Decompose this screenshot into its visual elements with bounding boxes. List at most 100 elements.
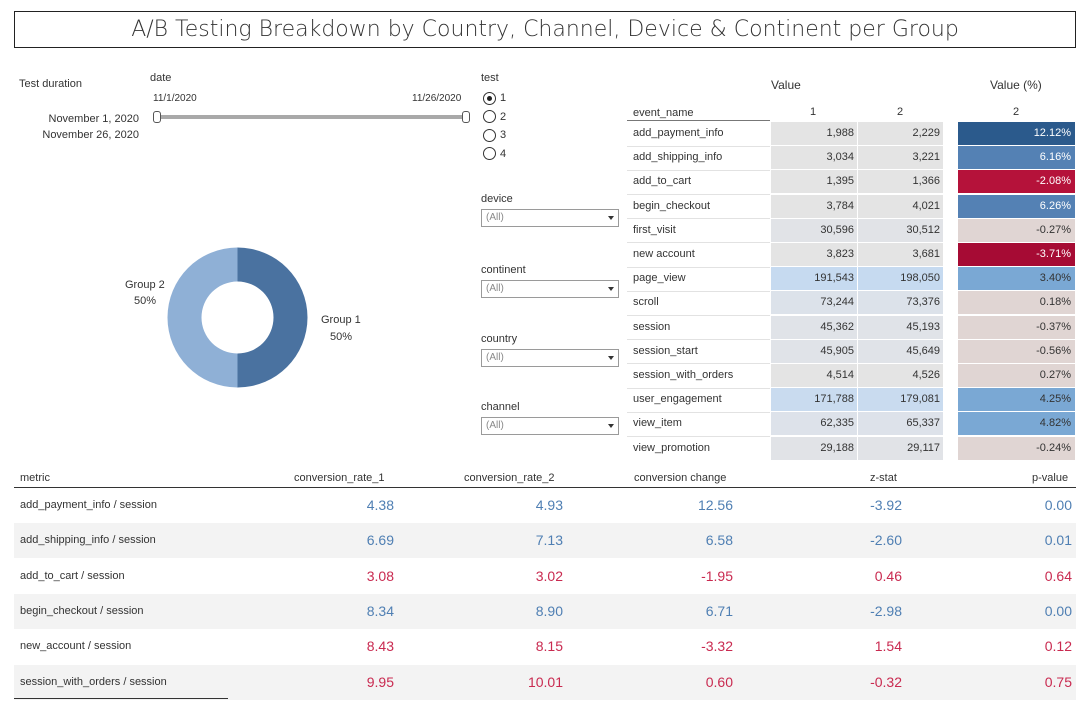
event-row-divider [627, 218, 770, 220]
continent-dropdown[interactable]: (All) [481, 280, 619, 298]
chevron-down-icon [608, 356, 614, 360]
conversion-change-value: 6.58 [705, 532, 733, 549]
channel-filter-label: channel [481, 401, 520, 413]
event-value1-cell [771, 170, 857, 194]
chevron-down-icon [608, 287, 614, 291]
event-row-divider [627, 363, 770, 365]
device-dropdown[interactable]: (All) [481, 209, 619, 227]
test-duration-label: Test duration [19, 78, 82, 90]
p-value-value: 0.00 [1044, 497, 1072, 513]
event-name: add_shipping_info [633, 151, 723, 164]
z-stat-value: -2.60 [870, 532, 902, 549]
channel-dropdown[interactable]: (All) [481, 417, 619, 435]
conversion-rate-1-value: 6.69 [366, 532, 394, 549]
test-option-label: 1 [500, 92, 507, 104]
continent-dropdown-value: (All) [486, 283, 504, 294]
event-name: session_start [633, 344, 698, 357]
event-value2-cell [858, 170, 943, 194]
event-value-pct: -2.08% [1036, 175, 1071, 188]
event-value-pct: 3.40% [1039, 272, 1071, 285]
donut-slice-group-2[interactable] [167, 247, 238, 388]
cr1-col-header: conversion_rate_1 [294, 472, 385, 484]
conversion-change-value: 0.60 [705, 673, 733, 690]
donut-group1-label: Group 1 [321, 314, 361, 326]
country-dropdown[interactable]: (All) [481, 349, 619, 367]
event-value2-cell [858, 339, 943, 363]
event-value2-cell [858, 412, 943, 436]
event-value-group2: 1,366 [912, 175, 940, 188]
event-value-group2: 73,376 [906, 296, 940, 309]
event-pct-cell [958, 194, 1075, 218]
event-value2-cell [858, 218, 943, 242]
conversion-change-value: 6.71 [705, 602, 733, 619]
event-value-group1: 3,784 [826, 199, 854, 212]
pvalue-col-header: p-value [1032, 472, 1069, 484]
event-value-pct: 4.82% [1039, 417, 1071, 430]
event-pct-cell [958, 122, 1075, 145]
event-name: begin_checkout [633, 199, 711, 212]
event-value-pct: -0.27% [1036, 223, 1071, 236]
event-value-group2: 3,221 [912, 151, 940, 164]
test-option-2[interactable]: 2 [483, 109, 506, 125]
date-range-slider-track[interactable] [157, 115, 466, 119]
test-filter-label: test [481, 72, 499, 84]
event-value1-cell [771, 122, 857, 145]
date-end-short: 11/26/2020 [412, 93, 462, 104]
conversion-rate-2-value: 4.93 [535, 497, 563, 513]
test-option-1[interactable]: 1 [483, 90, 506, 106]
event-value-group1: 1,395 [826, 175, 854, 188]
metrics-table-row: session_with_orders / session 9.95 10.01 0.… [14, 664, 1076, 700]
event-row-divider [627, 339, 770, 341]
test-option-4[interactable]: 4 [483, 146, 506, 162]
date-slider-start-handle[interactable] [153, 111, 161, 123]
event-pct-cell [958, 315, 1075, 339]
donut-slice-group-1[interactable] [237, 247, 308, 388]
date-slider-end-handle[interactable] [462, 111, 470, 123]
z-stat-value: -3.92 [870, 497, 902, 513]
event-value-pct: 6.26% [1039, 199, 1071, 212]
conversion-rate-1-value: 3.08 [366, 567, 394, 584]
event-value1-cell [771, 194, 857, 218]
event-row-divider [627, 387, 770, 389]
conversion-rate-2-value: 3.02 [535, 567, 563, 584]
event-pct-cell [958, 243, 1075, 266]
metrics-table-row: add_to_cart / session 3.08 3.02 -1.95 0.46 0.… [14, 558, 1076, 594]
conversion-change-value: 12.56 [697, 497, 733, 513]
event-row-divider [627, 266, 770, 268]
change-col-header: conversion change [634, 472, 727, 484]
event-name: user_engagement [633, 393, 722, 406]
metric-name: add_shipping_info / session [20, 534, 156, 547]
conversion-change-value: -1.95 [701, 567, 733, 584]
event-value2-cell [858, 388, 943, 412]
event-pct-cell [958, 388, 1075, 412]
value-header: Value [771, 78, 801, 92]
event-pct-cell [958, 291, 1075, 315]
radio-icon [483, 110, 496, 123]
test-option-3[interactable]: 3 [483, 127, 506, 143]
metrics-table-row: add_shipping_info / session 6.69 7.13 6.58 -… [14, 523, 1076, 559]
metric-name: new_account / session [20, 640, 132, 653]
event-row-divider [627, 315, 770, 316]
event-name: session_with_orders [633, 369, 734, 381]
metrics-table-row: begin_checkout / session 8.34 8.90 6.71 -2.9… [14, 593, 1076, 629]
dashboard-title: A/B Testing Breakdown by Country, Channe… [14, 11, 1076, 48]
device-dropdown-value: (All) [486, 212, 504, 223]
event-row-divider [627, 290, 770, 292]
event-value1-cell [771, 436, 857, 460]
metrics-footer-divider [14, 698, 228, 699]
event-value-pct: 12.12% [1033, 127, 1071, 139]
event-row-divider [627, 411, 770, 413]
event-value-pct: -0.37% [1036, 320, 1071, 333]
donut-group2-label: Group 2 [125, 279, 165, 291]
metric-name: add_to_cart / session [20, 569, 125, 582]
metrics-table-row: add_payment_info / session 4.38 4.93 12.56 -… [14, 488, 1076, 523]
event-value-group1: 73,244 [820, 296, 854, 309]
event-name: scroll [633, 296, 659, 309]
pct-col-header: 2 [1013, 106, 1020, 118]
date-filter-label: date [150, 72, 172, 84]
event-name: page_view [633, 272, 686, 285]
event-value-group1: 29,188 [820, 441, 854, 454]
group2-col-header: 2 [897, 106, 904, 118]
event-value-pct: -0.24% [1036, 441, 1071, 454]
event-value2-cell [858, 315, 943, 339]
